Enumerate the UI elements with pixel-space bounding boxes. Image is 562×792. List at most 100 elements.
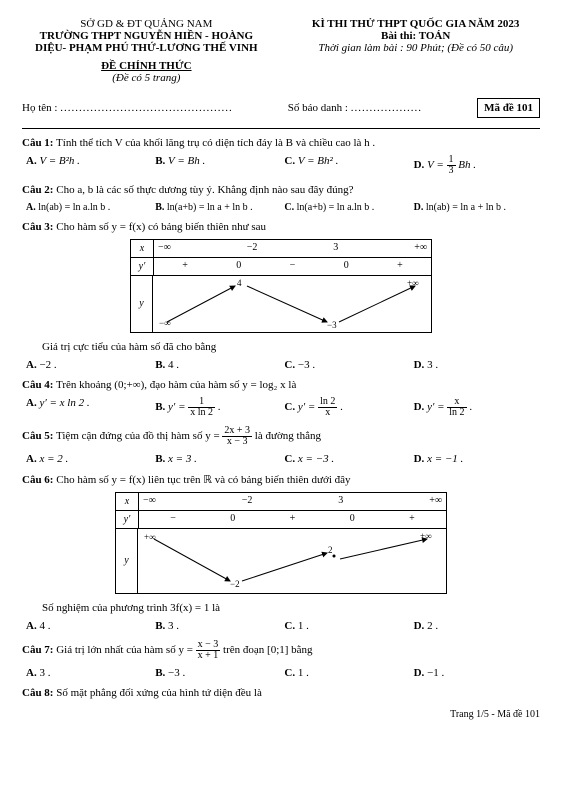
subject-title: Bài thi: TOÁN — [291, 30, 540, 42]
q3-a: A. −2 . — [26, 359, 148, 371]
exam-code-box: Mã đề 101 — [477, 98, 540, 118]
q2-label: Câu 2: — [22, 184, 53, 196]
name-dots: ........................................… — [60, 102, 233, 114]
q3-yp-row: + 0 − 0 + — [154, 258, 431, 275]
q5-d: D. x = −1 . — [414, 453, 536, 465]
q2-b: B. ln(a+b) = ln a + ln b . — [155, 202, 277, 213]
q3-x-label: x — [131, 240, 154, 257]
q1-choices: A. V = B²h . B. V = Bh . C. V = Bh² . D.… — [26, 155, 536, 176]
q1-a: A. V = B²h . — [26, 155, 148, 176]
org-line-3: DIỆU- PHẠM PHÚ THỨ-LƯƠNG THẾ VINH — [22, 42, 271, 54]
q6-x-label: x — [116, 493, 139, 510]
q1-c: C. V = Bh² . — [284, 155, 406, 176]
name-field: Họ tên : ...............................… — [22, 102, 233, 114]
q6-x-row: −∞ −2 3 +∞ — [139, 493, 446, 510]
q6-yp-label: y′ — [116, 511, 139, 528]
org-line-2: TRƯỜNG THPT NGUYỄN HIỀN - HOÀNG — [22, 30, 271, 42]
svg-text:+∞: +∞ — [144, 532, 156, 542]
q3-subtext: Giá trị cực tiểu của hàm số đã cho bằng — [42, 341, 540, 353]
q3-y-valley-text: −3 — [327, 320, 337, 328]
q1-b: B. V = Bh . — [155, 155, 277, 176]
q6-b: B. 3 . — [155, 620, 277, 632]
q6-label: Câu 6: — [22, 474, 53, 486]
q7-text-pre: Giá trị lớn nhất của hàm số y = — [56, 644, 195, 656]
q3-y-right-text: +∞ — [407, 278, 419, 288]
q3-text: Cho hàm số y = f(x) có bảng biến thiên n… — [56, 221, 266, 233]
q7-a: A. 3 . — [26, 667, 148, 679]
q5-text-pre: Tiệm cận đứng của đồ thị hàm số y = — [56, 430, 222, 442]
q6-y-row: +∞ −2 2 +∞ — [138, 529, 446, 591]
q5-text-post: là đường thẳng — [252, 430, 321, 442]
q4-label: Câu 4: — [22, 379, 53, 391]
q7-b: B. −3 . — [155, 667, 277, 679]
question-2: Câu 2: Cho a, b là các số thực dương tùy… — [22, 184, 540, 196]
svg-text:+∞: +∞ — [420, 531, 432, 541]
q3-y-row: −∞ 4 −3 +∞ — [153, 276, 431, 330]
q4-text: Trên khoảng (0;+∞), đạo hàm của hàm số y… — [56, 379, 296, 391]
header-left: SỞ GD & ĐT QUẢNG NAM TRƯỜNG THPT NGUYỄN … — [22, 18, 271, 84]
sbd-dots: ................... — [351, 102, 422, 114]
q7-c: C. 1 . — [284, 667, 406, 679]
q3-yp-label: y′ — [131, 258, 154, 275]
q5-a: A. x = 2 . — [26, 453, 148, 465]
question-4: Câu 4: Trên khoảng (0;+∞), đạo hàm của h… — [22, 379, 540, 391]
q5-b: B. x = 3 . — [155, 453, 277, 465]
q4-d: D. y′ = xln 2 . — [414, 397, 536, 418]
question-6: Câu 6: Cho hàm số y = f(x) liên tục trên… — [22, 473, 540, 486]
q1-d: D. V = 13 Bh . — [414, 155, 536, 176]
q3-variation-table: x −∞ −2 3 +∞ y′ + 0 − 0 + y — [130, 239, 432, 333]
svg-text:−2: −2 — [230, 579, 240, 589]
q4-a: A. y′ = x ln 2 . — [26, 397, 148, 418]
q6-variation-table: x −∞ −2 3 +∞ y′ − 0 + 0 + y — [115, 492, 447, 594]
q4-b: B. y′ = 1x ln 2 . — [155, 397, 277, 418]
q2-c: C. ln(a+b) = ln a.ln b . — [284, 202, 406, 213]
page-footer: Trang 1/5 - Mã đề 101 — [22, 709, 540, 720]
q1-text: Tính thể tích V của khối lăng trụ có diệ… — [56, 137, 375, 149]
sbd-label: Số báo danh : — [288, 102, 348, 114]
q6-y-label: y — [116, 529, 138, 593]
duration-note: Thời gian làm bài : 90 Phút; (Đề có 50 c… — [291, 42, 540, 54]
divider — [22, 128, 540, 129]
q7-d: D. −1 . — [414, 667, 536, 679]
svg-text:2: 2 — [328, 545, 333, 555]
question-1: Câu 1: Tính thể tích V của khối lăng trụ… — [22, 137, 540, 149]
official-block: ĐỀ CHÍNH THỨC (Đề có 5 trang) — [22, 60, 271, 84]
q4-c: C. y′ = ln 2x . — [284, 397, 406, 418]
q6-a: A. 4 . — [26, 620, 148, 632]
q3-y-left-text: −∞ — [159, 318, 171, 328]
q3-x-row: −∞ −2 3 +∞ — [154, 240, 431, 257]
org-line-1: SỞ GD & ĐT QUẢNG NAM — [22, 18, 271, 30]
q6-c: C. 1 . — [284, 620, 406, 632]
q1-label: Câu 1: — [22, 137, 53, 149]
sbd-field: Số báo danh : ................... — [288, 102, 422, 114]
header-right: KÌ THI THỬ THPT QUỐC GIA NĂM 2023 Bài th… — [291, 18, 540, 84]
q8-label: Câu 8: — [22, 687, 53, 699]
name-label: Họ tên : — [22, 102, 57, 114]
official-label: ĐỀ CHÍNH THỨC — [22, 60, 271, 72]
q6-text: Cho hàm số y = f(x) liên tục trên ℝ và c… — [56, 474, 350, 486]
q5-label: Câu 5: — [22, 430, 53, 442]
question-3: Câu 3: Cho hàm số y = f(x) có bảng biến … — [22, 221, 540, 233]
q2-text: Cho a, b là các số thực dương tùy ý. Khẳ… — [56, 184, 353, 196]
q6-subtext: Số nghiệm của phương trình 3f(x) = 1 là — [42, 602, 540, 614]
q3-d: D. 3 . — [414, 359, 536, 371]
question-8: Câu 8: Số mặt phẳng đối xứng của hình tứ… — [22, 687, 540, 699]
question-5: Câu 5: Tiệm cận đứng của đồ thị hàm số y… — [22, 426, 540, 447]
q3-choices: A. −2 . B. 4 . C. −3 . D. 3 . — [26, 359, 536, 371]
q6-arrows-svg: +∞ −2 2 +∞ — [142, 531, 442, 589]
q4-choices: A. y′ = x ln 2 . B. y′ = 1x ln 2 . C. y′… — [26, 397, 536, 418]
exam-title: KÌ THI THỬ THPT QUỐC GIA NĂM 2023 — [291, 18, 540, 30]
q2-a: A. ln(ab) = ln a.ln b . — [26, 202, 148, 213]
q8-text: Số mặt phẳng đối xứng của hình tứ diện đ… — [56, 687, 262, 699]
q5-c: C. x = −3 . — [284, 453, 406, 465]
q3-y-peak-text: 4 — [237, 278, 242, 288]
q3-arrows-svg: −∞ 4 −3 +∞ — [157, 278, 427, 328]
q6-d: D. 2 . — [414, 620, 536, 632]
q3-c: C. −3 . — [284, 359, 406, 371]
q3-b: B. 4 . — [155, 359, 277, 371]
name-row: Họ tên : ...............................… — [22, 98, 540, 118]
pages-note: (Đề có 5 trang) — [22, 72, 271, 84]
q3-y-label: y — [131, 276, 153, 332]
q7-text-post: trên đoạn [0;1] bằng — [220, 644, 312, 656]
q2-choices: A. ln(ab) = ln a.ln b . B. ln(a+b) = ln … — [26, 202, 536, 213]
